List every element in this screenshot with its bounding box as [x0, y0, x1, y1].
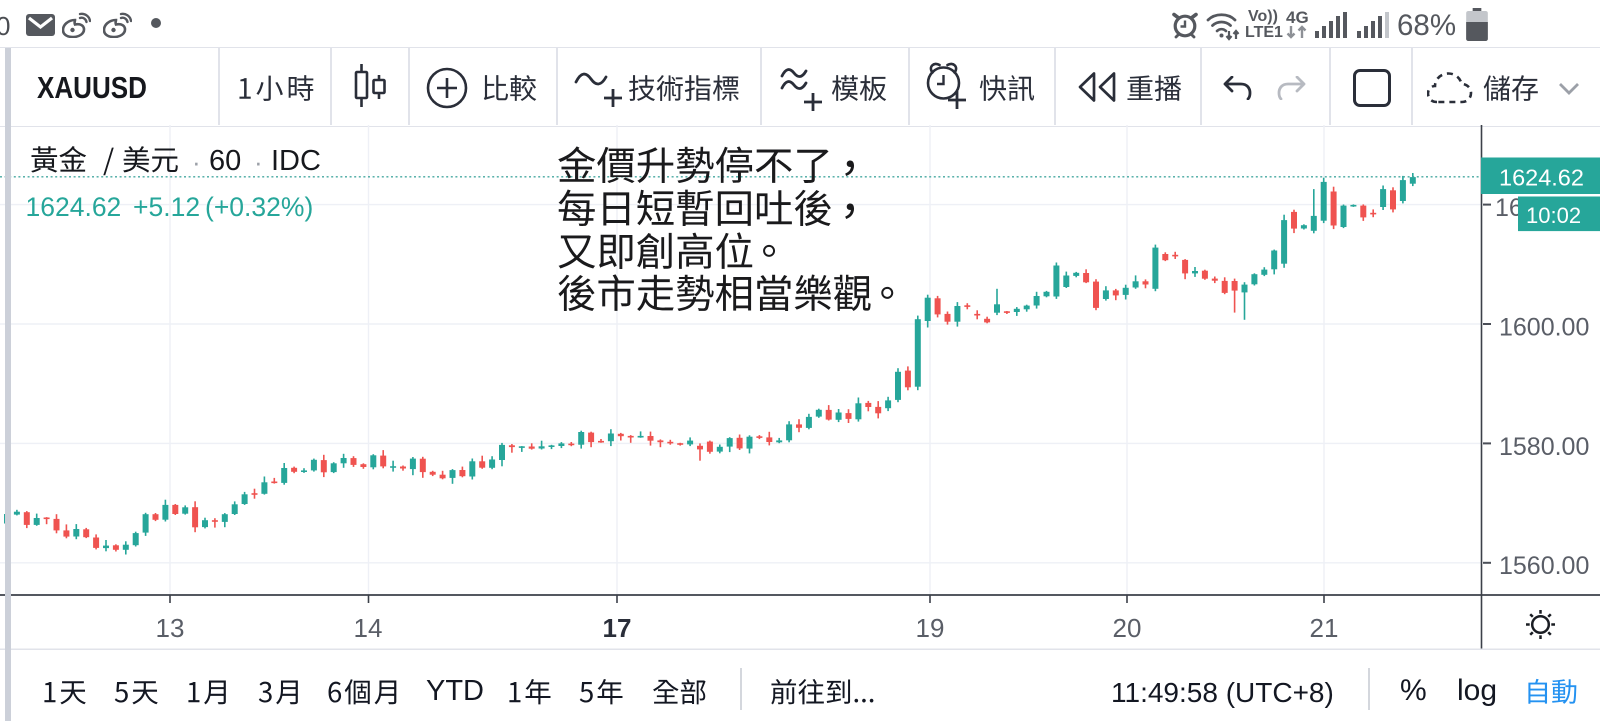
svg-text:14: 14 — [354, 613, 383, 643]
svg-text:17: 17 — [603, 613, 632, 643]
svg-text:20: 20 — [1113, 613, 1142, 643]
svg-text:19: 19 — [916, 613, 945, 643]
svg-text:1624.62: 1624.62 — [1499, 165, 1584, 191]
svg-text:13: 13 — [156, 613, 185, 643]
svg-text:1560.00: 1560.00 — [1499, 552, 1589, 580]
svg-text:1600.00: 1600.00 — [1499, 313, 1589, 341]
svg-text:21: 21 — [1310, 613, 1339, 643]
svg-text:10:02: 10:02 — [1526, 203, 1581, 228]
svg-text:1580.00: 1580.00 — [1499, 433, 1589, 461]
